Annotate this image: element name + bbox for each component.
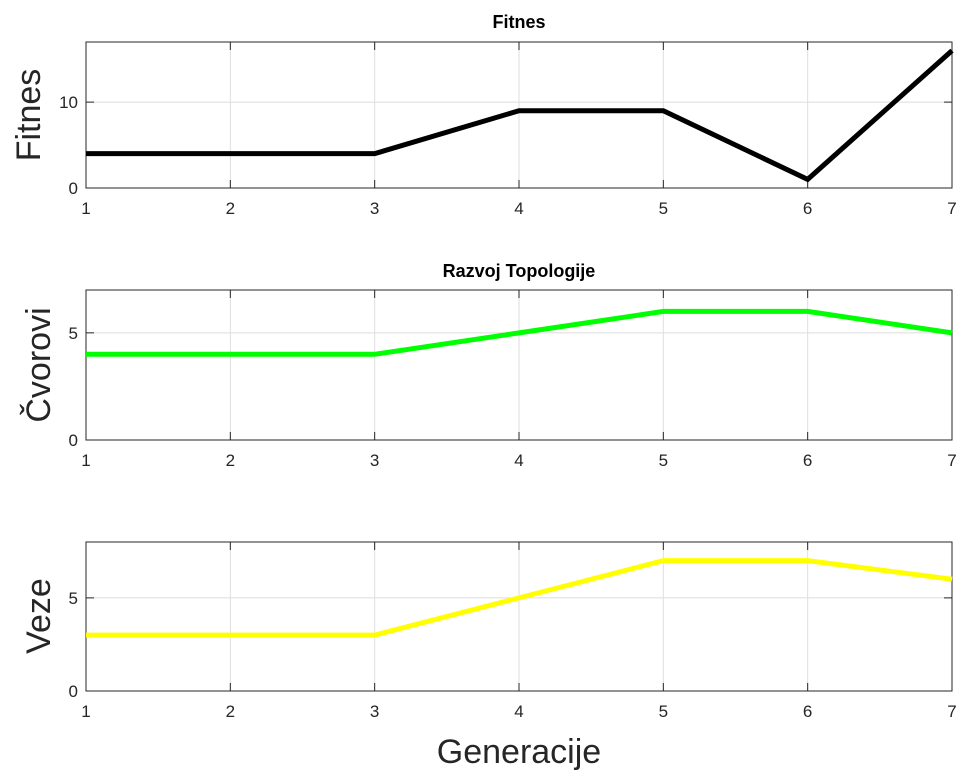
- subplot-cvorovi-ticks: 1 2 3 4 5 6 7 0 5: [69, 290, 957, 470]
- x-tick-label: 3: [370, 199, 379, 218]
- y-tick-label: 0: [69, 179, 78, 198]
- subplot-veze-points: [85, 560, 953, 636]
- x-tick-label: 6: [803, 199, 812, 218]
- subplot-veze-ticks: 1 2 3 4 5 6 7 0 5: [69, 542, 957, 721]
- x-tick-label: 1: [81, 199, 90, 218]
- x-tick-label: 4: [514, 451, 523, 470]
- subplot-fitnes: 1 2 3 4 5 6 7 0 10 Fitnes Fitnes: [10, 12, 957, 218]
- x-tick-label: 3: [370, 451, 379, 470]
- subplot-veze: 1 2 3 4 5 6 7 0 5 Veze Generacije: [20, 541, 957, 771]
- subplot-fitnes-ylabel: Fitnes: [10, 69, 48, 162]
- subplot-cvorovi-points: [85, 311, 953, 355]
- x-tick-label: 4: [514, 199, 523, 218]
- x-tick-label: 2: [226, 199, 235, 218]
- subplot-fitnes-ticks: 1 2 3 4 5 6 7 0 10: [59, 42, 957, 218]
- y-tick-label: 0: [69, 682, 78, 701]
- subplot-cvorovi-ylabel: Čvorovi: [20, 307, 58, 422]
- x-tick-label: 3: [370, 702, 379, 721]
- subplot-veze-ylabel: Veze: [20, 578, 58, 654]
- x-tick-label: 7: [947, 451, 956, 470]
- subplot-cvorovi: 1 2 3 4 5 6 7 0 5 Razvoj Topologije Čvorovi: [20, 261, 957, 470]
- y-tick-label: 10: [59, 93, 78, 112]
- subplot-veze-xlabel: Generacije: [437, 733, 601, 771]
- x-tick-label: 5: [659, 451, 668, 470]
- x-tick-label: 1: [81, 451, 90, 470]
- x-tick-label: 7: [947, 702, 956, 721]
- x-tick-label: 6: [803, 702, 812, 721]
- x-tick-label: 5: [659, 199, 668, 218]
- subplot-fitnes-points: [85, 50, 953, 180]
- x-tick-label: 5: [659, 702, 668, 721]
- x-tick-label: 7: [947, 199, 956, 218]
- y-tick-label: 0: [69, 431, 78, 450]
- x-tick-label: 1: [81, 702, 90, 721]
- x-tick-label: 2: [226, 702, 235, 721]
- y-tick-label: 5: [69, 589, 78, 608]
- subplot-cvorovi-title: Razvoj Topologije: [443, 261, 596, 281]
- x-tick-label: 6: [803, 451, 812, 470]
- x-tick-label: 2: [226, 451, 235, 470]
- subplot-fitnes-title: Fitnes: [492, 12, 545, 32]
- x-tick-label: 4: [514, 702, 523, 721]
- y-tick-label: 5: [69, 324, 78, 343]
